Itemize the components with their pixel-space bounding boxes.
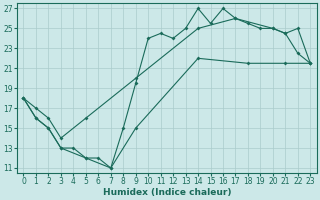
X-axis label: Humidex (Indice chaleur): Humidex (Indice chaleur) [103, 188, 231, 197]
